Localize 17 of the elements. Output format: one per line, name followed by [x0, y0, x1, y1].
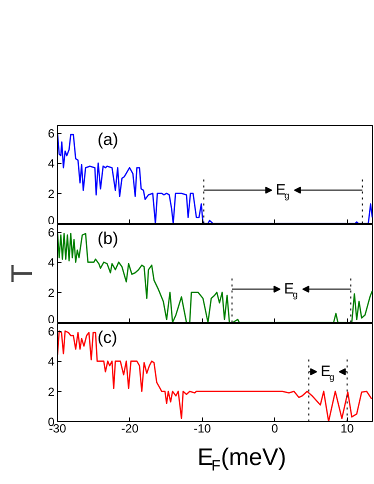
y-tick-label: 4: [48, 354, 55, 369]
annotation: (b): [98, 229, 118, 248]
x-tick-label: -20: [121, 422, 139, 436]
y-tick-label: 2: [48, 384, 55, 399]
x-tick-label: 0: [271, 422, 278, 436]
y-tick-label: 4: [48, 256, 55, 270]
y-tick-label: 2: [48, 286, 55, 300]
y-tick-label: 6: [48, 126, 55, 141]
y-tick-label: 4: [48, 156, 55, 171]
annotation: (a): [98, 130, 118, 149]
y-tick-label: 6: [48, 226, 55, 240]
x-tick-label: -10: [194, 422, 212, 436]
y-axis-title: T: [6, 264, 39, 283]
x-tick-label: 10: [340, 422, 354, 436]
y-tick-label: 6: [48, 324, 55, 339]
y-tick-label: 2: [48, 186, 55, 201]
annotation: (c): [98, 328, 118, 347]
